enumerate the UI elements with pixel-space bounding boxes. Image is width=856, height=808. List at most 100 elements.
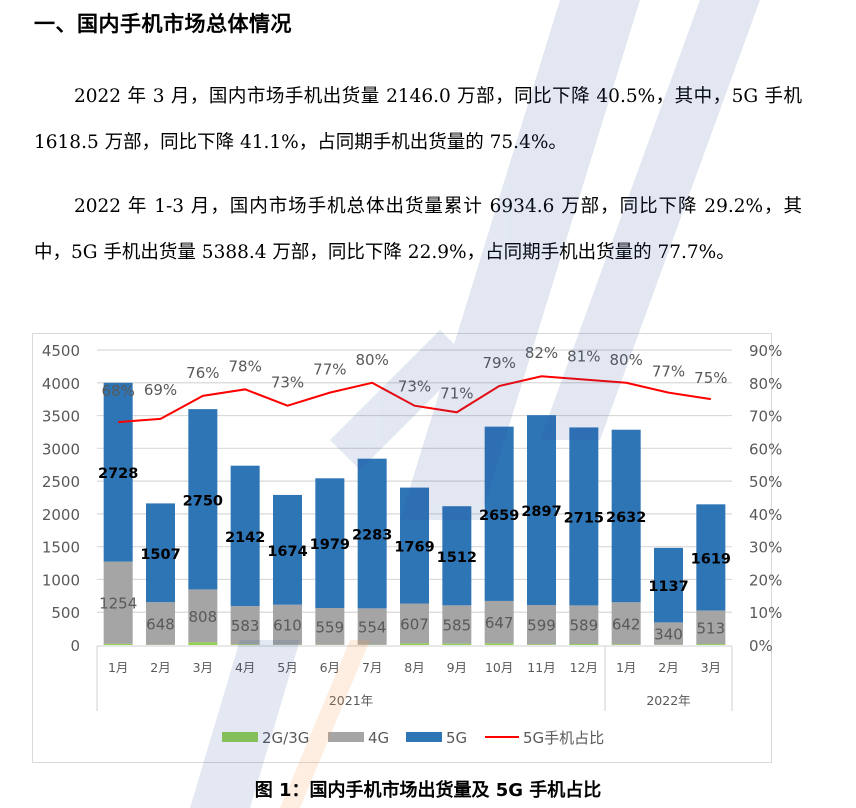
line-label: 81% [567, 348, 600, 366]
x-tick-label: 3月 [701, 660, 721, 675]
bar-segment-5g [611, 429, 641, 603]
line-label: 77% [313, 361, 346, 379]
bar-label-4g: 589 [570, 617, 599, 635]
bar-label-4g: 585 [443, 617, 472, 635]
bar-label-5g: 1979 [310, 537, 350, 553]
bar-segment-4g [400, 603, 429, 644]
bar-segment-5g [273, 494, 302, 605]
line-label: 69% [144, 381, 177, 399]
bar-label-4g: 554 [358, 619, 387, 637]
x-group-label: 2022年 [646, 693, 690, 708]
x-tick-label: 5月 [277, 660, 297, 675]
bar-label-5g: 1769 [394, 540, 434, 556]
bar-label-4g: 1254 [99, 595, 137, 613]
paragraph-q1-text: 2022 年 1-3 月，国内市场手机总体出货量累计 6934.6 万部，同比下… [34, 196, 802, 263]
x-tick-label: 6月 [320, 660, 340, 675]
bar-segment-5g [230, 465, 260, 607]
bar-label-5g: 1512 [437, 550, 477, 566]
bar-segment-4g [611, 602, 641, 645]
bar-label-4g: 607 [400, 615, 429, 633]
x-tick-label: 4月 [235, 660, 255, 675]
x-tick-label: 1月 [616, 660, 636, 675]
bar-segment-2g-3g [188, 642, 218, 645]
bar-label-5g: 2715 [564, 510, 604, 526]
line-label: 77% [652, 363, 685, 381]
y2-tick-label: 40% [749, 506, 782, 524]
bar-label-5g: 2632 [606, 510, 646, 526]
bar-segment-2g-3g [230, 644, 260, 645]
bar-segment-2g-3g [103, 643, 133, 645]
x-tick-label: 12月 [570, 660, 598, 675]
bar-segment-5g [146, 503, 175, 603]
bar-segment-2g-3g [442, 643, 472, 645]
y2-tick-label: 30% [749, 539, 782, 557]
chart-frame [32, 333, 772, 763]
y2-tick-label: 50% [749, 473, 782, 491]
y2-tick-label: 70% [749, 408, 782, 426]
bar-segment-4g [696, 610, 726, 645]
bar-segment-4g [188, 589, 218, 643]
bar-label-4g: 340 [654, 626, 683, 644]
bar-label-4g: 610 [273, 617, 302, 635]
x-group-label: 2021年 [329, 693, 373, 708]
legend-label: 5G [446, 729, 467, 747]
y-tick-label: 4000 [42, 375, 80, 393]
x-tick-label: 1月 [108, 660, 128, 675]
legend-swatch [222, 732, 258, 742]
x-tick-label: 9月 [447, 660, 467, 675]
bar-label-4g: 647 [485, 614, 514, 632]
x-tick-label: 3月 [193, 660, 213, 675]
y-tick-label: 2500 [42, 473, 80, 491]
paragraph-q1: 2022 年 1-3 月，国内市场手机总体出货量累计 6934.6 万部，同比下… [34, 184, 802, 276]
bar-segment-4g [527, 605, 556, 645]
legend-label: 5G手机占比 [523, 729, 604, 747]
legend-label: 4G [368, 729, 389, 747]
figure-caption: 图 1：国内手机市场出货量及 5G 手机占比 [254, 780, 602, 801]
bar-label-5g: 2283 [352, 528, 392, 544]
bar-label-5g: 2897 [521, 504, 561, 520]
bar-label-4g: 583 [231, 617, 260, 635]
bar-segment-4g [146, 602, 175, 645]
bar-label-5g: 1619 [691, 551, 731, 567]
bar-segment-5g [527, 415, 556, 606]
x-tick-label: 2月 [658, 660, 678, 675]
bar-segment-5g [696, 504, 726, 611]
y-tick-label: 3500 [42, 408, 80, 426]
bar-segment-4g [230, 606, 260, 645]
x-tick-label: 7月 [362, 660, 382, 675]
y-tick-label: 0 [70, 637, 80, 655]
y2-tick-label: 80% [749, 375, 782, 393]
bar-segment-5g [442, 506, 472, 606]
x-tick-label: 10月 [485, 660, 513, 675]
bar-segment-4g [103, 561, 133, 644]
bar-label-5g: 2142 [225, 530, 265, 546]
y2-tick-label: 90% [749, 342, 782, 360]
bar-segment-2g-3g [484, 643, 514, 645]
bar-label-5g: 2728 [98, 466, 138, 482]
y-tick-label: 4500 [42, 342, 80, 360]
bar-label-4g: 513 [697, 619, 726, 637]
paragraph-march: 2022 年 3 月，国内市场手机出货量 2146.0 万部，同比下降 40.5… [34, 74, 802, 166]
bar-label-5g: 1674 [267, 544, 307, 560]
line-label: 80% [609, 351, 642, 369]
bar-segment-4g [569, 605, 599, 645]
bar-segment-4g [273, 604, 302, 645]
bar-label-4g: 648 [146, 615, 175, 633]
bar-label-4g: 808 [189, 608, 218, 626]
x-tick-label: 8月 [404, 660, 424, 675]
legend-label: 2G/3G [262, 729, 309, 747]
y-tick-label: 1500 [42, 539, 80, 557]
line-label: 80% [355, 351, 388, 369]
bar-segment-5g [400, 487, 429, 604]
y2-tick-label: 60% [749, 440, 782, 458]
line-label: 71% [440, 384, 473, 402]
y2-tick-label: 10% [749, 604, 782, 622]
bar-segment-2g-3g [400, 643, 429, 645]
bar-label-4g: 642 [612, 615, 641, 633]
y2-tick-label: 0% [749, 637, 773, 655]
bar-segment-5g [357, 458, 387, 609]
line-label: 68% [101, 382, 134, 400]
section-title: 一、国内手机市场总体情况 [34, 12, 292, 36]
y-tick-label: 2000 [42, 506, 80, 524]
x-tick-label: 11月 [527, 660, 555, 675]
